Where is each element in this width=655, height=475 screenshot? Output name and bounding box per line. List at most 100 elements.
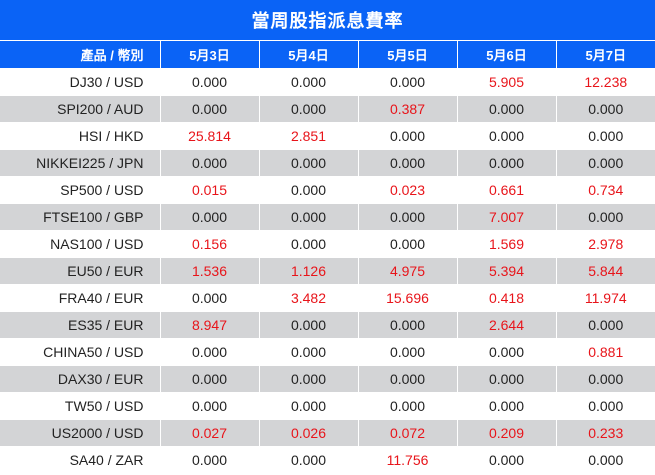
rate-cell: 2.978 <box>555 230 655 258</box>
rate-cell: 0.661 <box>456 176 556 204</box>
product-cell: CHINA50 / USD <box>0 338 160 366</box>
product-cell: TW50 / USD <box>0 392 160 420</box>
rate-cell: 0.000 <box>555 122 655 150</box>
dividend-rate-table: 產品 / 幣別 5月3日 5月4日 5月5日 5月6日 5月7日 DJ30 / … <box>0 40 655 473</box>
rate-cell: 0.000 <box>555 95 655 123</box>
rate-cell: 0.000 <box>456 95 556 123</box>
table-row: TW50 / USD 0.000 0.000 0.000 0.000 0.000 <box>0 392 655 420</box>
column-header-date: 5月5日 <box>357 40 457 69</box>
product-cell: EU50 / EUR <box>0 257 160 285</box>
rate-cell: 15.696 <box>357 284 457 312</box>
rate-cell: 0.015 <box>159 176 259 204</box>
table-row: FRA40 / EUR 0.000 3.482 15.696 0.418 11.974 <box>0 284 655 312</box>
rate-cell: 0.881 <box>555 338 655 366</box>
rate-cell: 0.000 <box>258 311 358 339</box>
rate-cell: 0.000 <box>159 365 259 393</box>
rate-cell: 0.072 <box>357 419 457 447</box>
table-body: DJ30 / USD 0.000 0.000 0.000 5.905 12.238 SPI2… <box>0 68 655 473</box>
table-row: HSI / HKD 25.814 2.851 0.000 0.000 0.000 <box>0 122 655 150</box>
rate-cell: 0.000 <box>258 338 358 366</box>
rate-cell: 0.000 <box>456 446 556 473</box>
rate-cell: 0.000 <box>357 230 457 258</box>
rate-cell: 0.000 <box>159 68 259 96</box>
product-cell: SA40 / ZAR <box>0 446 160 473</box>
table-row: US2000 / USD 0.027 0.026 0.072 0.209 0.233 <box>0 419 655 447</box>
product-cell: US2000 / USD <box>0 419 160 447</box>
rate-cell: 0.000 <box>159 446 259 473</box>
rate-cell: 0.000 <box>258 203 358 231</box>
rate-cell: 5.905 <box>456 68 556 96</box>
rate-cell: 0.000 <box>555 365 655 393</box>
column-header-date: 5月4日 <box>258 40 358 69</box>
rate-cell: 0.000 <box>159 338 259 366</box>
table-row: EU50 / EUR 1.536 1.126 4.975 5.394 5.844 <box>0 257 655 285</box>
rate-cell: 0.209 <box>456 419 556 447</box>
rate-cell: 0.000 <box>456 149 556 177</box>
rate-cell: 0.000 <box>258 392 358 420</box>
rate-cell: 8.947 <box>159 311 259 339</box>
rate-cell: 0.000 <box>456 338 556 366</box>
rate-cell: 1.569 <box>456 230 556 258</box>
rate-cell: 3.482 <box>258 284 358 312</box>
rate-cell: 0.000 <box>159 95 259 123</box>
column-header-date: 5月7日 <box>555 40 655 69</box>
product-cell: HSI / HKD <box>0 122 160 150</box>
rate-cell: 0.000 <box>159 284 259 312</box>
rate-cell: 11.974 <box>555 284 655 312</box>
rate-cell: 0.000 <box>357 311 457 339</box>
rate-cell: 0.000 <box>159 203 259 231</box>
rate-cell: 0.000 <box>159 149 259 177</box>
rate-cell: 0.000 <box>258 149 358 177</box>
rate-cell: 0.000 <box>357 122 457 150</box>
column-header-product: 產品 / 幣別 <box>0 40 160 69</box>
table-row: FTSE100 / GBP 0.000 0.000 0.000 7.007 0.000 <box>0 203 655 231</box>
rate-cell: 0.233 <box>555 419 655 447</box>
rate-cell: 5.844 <box>555 257 655 285</box>
rate-cell: 2.851 <box>258 122 358 150</box>
rate-cell: 0.000 <box>357 203 457 231</box>
rate-cell: 0.000 <box>357 68 457 96</box>
product-cell: FRA40 / EUR <box>0 284 160 312</box>
rate-cell: 0.000 <box>258 446 358 473</box>
rate-cell: 0.000 <box>258 365 358 393</box>
rate-cell: 0.734 <box>555 176 655 204</box>
rate-cell: 0.156 <box>159 230 259 258</box>
rate-cell: 0.000 <box>258 68 358 96</box>
table-row: SPI200 / AUD 0.000 0.000 0.387 0.000 0.000 <box>0 95 655 123</box>
rate-cell: 0.000 <box>357 149 457 177</box>
table-row: CHINA50 / USD 0.000 0.000 0.000 0.000 0.881 <box>0 338 655 366</box>
column-header-date: 5月3日 <box>159 40 259 69</box>
table-row: SA40 / ZAR 0.000 0.000 11.756 0.000 0.000 <box>0 446 655 473</box>
rate-cell: 7.007 <box>456 203 556 231</box>
rate-cell: 11.756 <box>357 446 457 473</box>
rate-cell: 0.387 <box>357 95 457 123</box>
rate-cell: 1.536 <box>159 257 259 285</box>
product-cell: SP500 / USD <box>0 176 160 204</box>
rate-cell: 0.000 <box>258 95 358 123</box>
table-row: NIKKEI225 / JPN 0.000 0.000 0.000 0.000 0.000 <box>0 149 655 177</box>
page-title: 當周股指派息費率 <box>0 0 655 40</box>
table-row: DAX30 / EUR 0.000 0.000 0.000 0.000 0.000 <box>0 365 655 393</box>
rate-cell: 0.000 <box>555 392 655 420</box>
rate-cell: 0.000 <box>456 365 556 393</box>
rate-cell: 0.000 <box>456 122 556 150</box>
product-cell: SPI200 / AUD <box>0 95 160 123</box>
column-header-date: 5月6日 <box>456 40 556 69</box>
rate-cell: 0.000 <box>357 392 457 420</box>
table-row: NAS100 / USD 0.156 0.000 0.000 1.569 2.978 <box>0 230 655 258</box>
rate-cell: 0.027 <box>159 419 259 447</box>
table-row: DJ30 / USD 0.000 0.000 0.000 5.905 12.238 <box>0 68 655 96</box>
table-header-row: 產品 / 幣別 5月3日 5月4日 5月5日 5月6日 5月7日 <box>0 40 655 69</box>
rate-cell: 0.000 <box>555 311 655 339</box>
product-cell: NIKKEI225 / JPN <box>0 149 160 177</box>
rate-cell: 0.023 <box>357 176 457 204</box>
product-cell: DJ30 / USD <box>0 68 160 96</box>
rate-cell: 1.126 <box>258 257 358 285</box>
rate-cell: 0.000 <box>456 392 556 420</box>
rate-cell: 0.000 <box>357 338 457 366</box>
product-cell: ES35 / EUR <box>0 311 160 339</box>
rate-cell: 0.000 <box>357 365 457 393</box>
table-row: ES35 / EUR 8.947 0.000 0.000 2.644 0.000 <box>0 311 655 339</box>
rate-cell: 0.000 <box>555 446 655 473</box>
product-cell: NAS100 / USD <box>0 230 160 258</box>
